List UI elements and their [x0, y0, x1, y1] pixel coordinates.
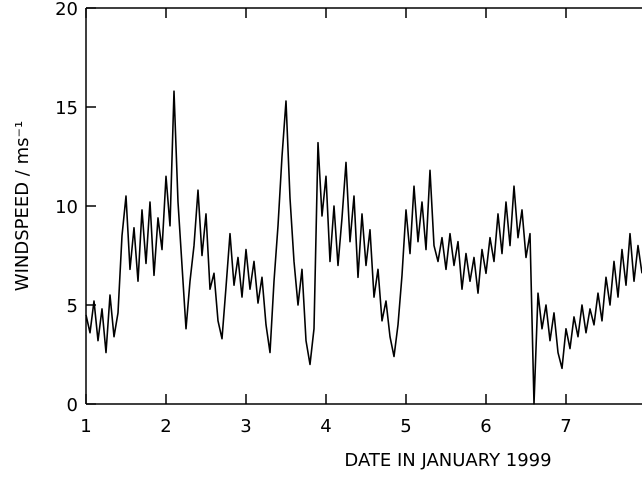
y-tick-label: 5 — [67, 296, 78, 317]
y-axis-label: WINDSPEED / ms⁻¹ — [12, 121, 33, 291]
line-series — [85, 90, 642, 405]
y-tick-label: 10 — [55, 197, 78, 218]
y-tick-label: 20 — [55, 0, 78, 20]
y-tick-label: 15 — [55, 98, 78, 119]
x-tick-label: 4 — [320, 416, 331, 437]
x-tick-label: 6 — [480, 416, 491, 437]
x-tick-label: 2 — [160, 416, 171, 437]
x-tick-label: 7 — [560, 416, 571, 437]
x-tick-label: 5 — [400, 416, 411, 437]
x-tick-label: 1 — [80, 416, 91, 437]
y-tick-label: 0 — [67, 395, 78, 416]
x-axis-label: DATE IN JANUARY 1999 — [344, 450, 551, 471]
x-tick-label: 3 — [240, 416, 251, 437]
